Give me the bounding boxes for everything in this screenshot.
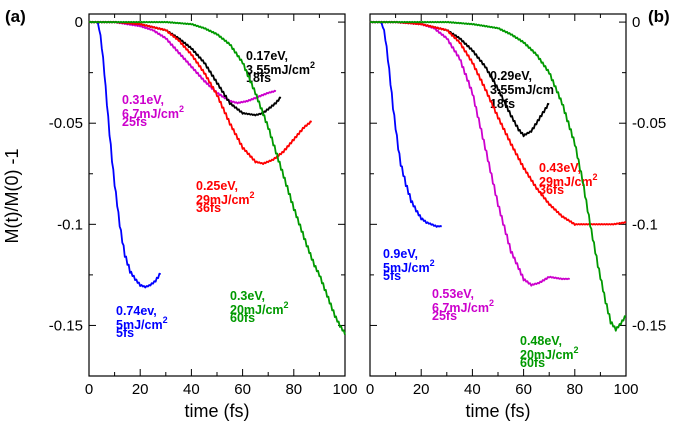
- y-axis-title: M(t)/M(0) -1: [2, 149, 22, 244]
- x-tick-label: 0: [366, 381, 374, 398]
- x-tick-label: 40: [183, 381, 200, 398]
- series-label: 0.48eV, 20mJ/cm2 60fs: [520, 334, 579, 370]
- series-line: [369, 20, 443, 228]
- series-line: [369, 20, 627, 226]
- x-axis-title: time (fs): [466, 401, 531, 421]
- series-label: 0.53eV, 6.7mJ/cm2 25fs: [432, 287, 494, 323]
- x-tick-label: 20: [132, 381, 149, 398]
- x-tick-label: 60: [515, 381, 532, 398]
- series-label: 0.9eV, 5mJ/cm2 5fs: [383, 247, 435, 283]
- series-label-sup: 2: [489, 298, 494, 308]
- series-label-line: 0.53eV,: [432, 287, 474, 301]
- series-label-line: 60fs: [520, 356, 545, 370]
- series-label-line: 0.74ev,: [116, 304, 157, 318]
- series-label-line: 3.55mJ/cm: [490, 83, 554, 97]
- y-tick-label: 0: [75, 14, 83, 31]
- y-tick-label: -0.05: [632, 115, 666, 132]
- series-label: 0.3eV, 20mJ/cm2 60fs: [230, 289, 289, 325]
- series-label-line: 20mJ/cm: [520, 348, 574, 362]
- panel-letter: (a): [5, 7, 26, 26]
- series-line: [369, 20, 627, 332]
- series-line: [88, 20, 161, 289]
- series-label-sup: 2: [179, 104, 184, 114]
- x-tick-label: 60: [234, 381, 251, 398]
- x-tick-label: 40: [464, 381, 481, 398]
- y-tick-label: -0.1: [57, 216, 83, 233]
- series-label-line: 0.48eV,: [520, 334, 562, 348]
- series-label-line: 29mJ/cm: [539, 175, 593, 189]
- series-label-line: 0.17eV,: [246, 49, 288, 63]
- series-label-line: 0.9eV,: [383, 247, 418, 261]
- series-label-line: 5mJ/cm: [116, 318, 163, 332]
- series-label: 0.74ev, 5mJ/cm2 5fs: [116, 304, 168, 340]
- series-label-line: 6.7mJ/cm: [122, 107, 179, 121]
- x-tick-label: 100: [332, 381, 357, 398]
- y-tick-label: 0: [632, 14, 640, 31]
- series-label-line: 5fs: [116, 326, 134, 340]
- series-label-line: 60fs: [230, 311, 255, 325]
- panel-a: 0 20 40 60 80 100 0 -0.05 -0.1 -0.15 time (fs) M(t)…: [2, 7, 358, 421]
- series-label-sup: 2: [593, 172, 598, 182]
- series-label: 0.25eV, 29mJ/cm2 36fs: [196, 179, 255, 215]
- series-label-line: 36fs: [196, 201, 221, 215]
- series-label: 0.17eV, 3.55mJ/cm2 18fs: [246, 49, 315, 85]
- series-label-line: 18fs: [490, 97, 515, 111]
- series-label-line: 36fs: [539, 183, 564, 197]
- y-tick-label: -0.15: [49, 317, 83, 334]
- series-label: 0.43eV, 29mJ/cm2 36fs: [539, 161, 598, 197]
- panel-b: 0 20 40 60 80 100 0 -0.05 -0.1 -0.15 time (fs) (b) 0…: [366, 7, 670, 421]
- series-label-line: 20mJ/cm: [230, 303, 284, 317]
- series-label-line: 3.55mJ/cm: [246, 63, 310, 77]
- series-label-line: 6.7mJ/cm: [432, 301, 489, 315]
- series-label-line: 25fs: [432, 309, 457, 323]
- series-label-sup: 2: [284, 300, 289, 310]
- series-line: [88, 20, 346, 335]
- y-tick-label: -0.15: [632, 317, 666, 334]
- series-label-line: 29mJ/cm: [196, 193, 250, 207]
- series-label-sup: 2: [250, 190, 255, 200]
- series-label-line: 0.31eV,: [122, 93, 164, 107]
- series-label-line: 0.3eV,: [230, 289, 265, 303]
- x-axis-title: time (fs): [185, 401, 250, 421]
- series-label-sup: 2: [574, 345, 579, 355]
- series-label-sup: 2: [163, 315, 168, 325]
- x-tick-label: 80: [285, 381, 302, 398]
- x-tick-label: 80: [566, 381, 583, 398]
- series-label: 0.31eV, 6.7mJ/cm2 25fs: [122, 93, 184, 129]
- x-tick-label: 100: [613, 381, 638, 398]
- series-label-line: 0.43eV,: [539, 161, 581, 175]
- y-tick-label: -0.05: [49, 115, 83, 132]
- y-tick-label: -0.1: [632, 216, 658, 233]
- series-label-sup: 2: [430, 258, 435, 268]
- series-label: 0.29eV, 3.55mJ/cm 18fs: [490, 69, 554, 111]
- x-tick-label: 0: [85, 381, 93, 398]
- series-label-line: 0.29eV,: [490, 69, 532, 83]
- panel-letter: (b): [648, 7, 670, 26]
- series-label-line: 0.25eV,: [196, 179, 238, 193]
- series-label-line: 5mJ/cm: [383, 261, 430, 275]
- series-label-line: 5fs: [383, 269, 401, 283]
- x-tick-label: 20: [413, 381, 430, 398]
- series-label-line: 25fs: [122, 115, 147, 129]
- series-label-sup: 2: [310, 60, 315, 70]
